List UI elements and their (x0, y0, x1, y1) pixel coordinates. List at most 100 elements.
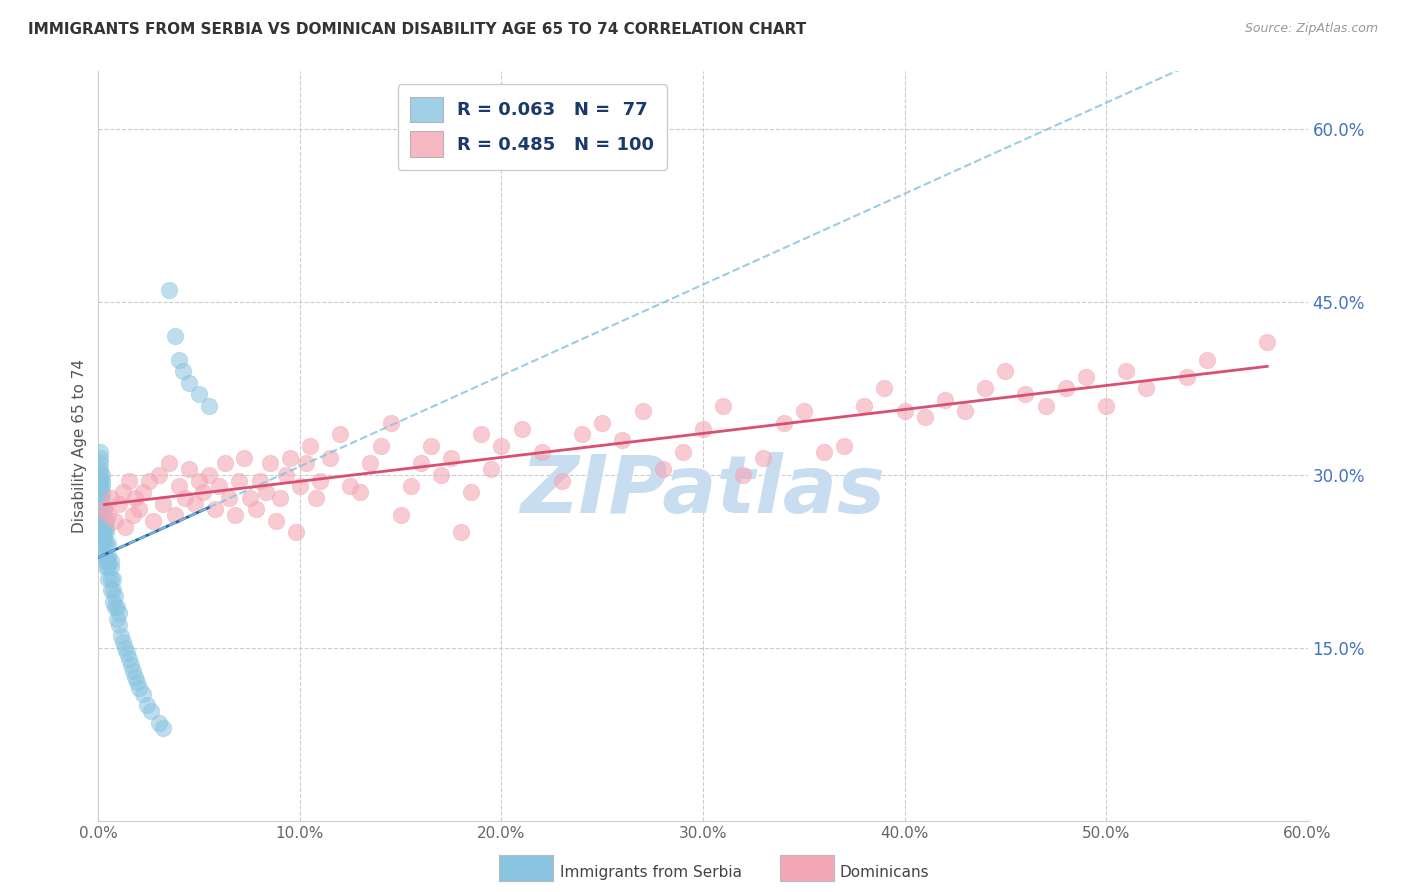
Point (254, 485, 277, 500)
Point (1175, 369, 1198, 384)
Point (103, 514, 125, 528)
Point (100, 554, 122, 568)
Point (105, 600, 128, 615)
Point (91, 514, 114, 528)
Point (142, 514, 165, 528)
Point (1014, 387, 1036, 401)
Point (89, 462, 111, 476)
Point (853, 399, 876, 413)
Point (89, 467, 111, 482)
Point (91, 497, 114, 511)
Point (128, 681, 150, 695)
Point (96, 560, 118, 574)
Point (309, 474, 332, 488)
Point (157, 284, 180, 298)
Point (148, 467, 170, 482)
Point (278, 450, 301, 465)
Point (97, 537, 120, 551)
Point (152, 722, 174, 736)
Point (135, 698, 157, 713)
Point (91, 479, 114, 493)
Point (460, 485, 482, 500)
Point (232, 450, 254, 465)
Point (873, 381, 896, 395)
Text: IMMIGRANTS FROM SERBIA VS DOMINICAN DISABILITY AGE 65 TO 74 CORRELATION CHART: IMMIGRANTS FROM SERBIA VS DOMINICAN DISA… (28, 22, 807, 37)
Point (349, 485, 371, 500)
Point (179, 462, 201, 476)
Point (110, 629, 132, 643)
Point (204, 502, 226, 516)
Point (1256, 335, 1278, 350)
Point (208, 479, 231, 493)
Point (89, 479, 111, 493)
Point (93, 502, 115, 516)
Point (96, 525, 118, 540)
Point (107, 497, 129, 511)
Point (305, 491, 328, 505)
Point (107, 617, 129, 632)
Point (510, 422, 533, 436)
Point (711, 399, 734, 413)
Point (96, 554, 118, 568)
Point (89, 444, 111, 458)
Point (97, 572, 120, 586)
Point (121, 508, 143, 523)
Point (239, 491, 262, 505)
Point (115, 647, 138, 661)
Point (193, 485, 215, 500)
Point (100, 572, 122, 586)
Point (1195, 352, 1218, 367)
Point (167, 479, 190, 493)
Point (339, 479, 361, 493)
Point (399, 479, 422, 493)
Point (470, 427, 492, 442)
Point (974, 381, 997, 395)
Point (672, 444, 695, 458)
Point (97, 508, 120, 523)
Point (481, 462, 503, 476)
Point (551, 474, 574, 488)
Point (380, 416, 402, 430)
Point (571, 427, 593, 442)
Point (228, 474, 250, 488)
Point (96, 549, 118, 563)
Point (288, 479, 311, 493)
Point (1035, 399, 1057, 413)
Point (103, 589, 125, 603)
Point (118, 652, 141, 666)
Point (91, 474, 114, 488)
Point (97, 554, 120, 568)
Point (934, 392, 956, 407)
Point (91, 537, 114, 551)
Point (420, 439, 443, 453)
Point (132, 687, 155, 701)
Point (89, 456, 111, 470)
Point (124, 491, 146, 505)
Point (612, 434, 634, 448)
Point (93, 531, 115, 545)
Point (89, 474, 111, 488)
Point (218, 491, 240, 505)
Point (118, 474, 141, 488)
Point (89, 485, 111, 500)
Point (148, 715, 170, 730)
Point (914, 410, 936, 425)
Point (101, 583, 124, 598)
Point (91, 467, 114, 482)
Point (440, 450, 463, 465)
Point (89, 450, 111, 465)
Point (97, 560, 120, 574)
Point (114, 519, 136, 533)
Point (163, 329, 186, 343)
Point (198, 399, 221, 413)
Point (103, 600, 125, 615)
Point (591, 416, 613, 430)
Point (93, 502, 115, 516)
Point (93, 549, 115, 563)
Point (752, 450, 775, 465)
Point (269, 491, 291, 505)
Point (450, 525, 472, 540)
Point (124, 669, 146, 683)
Point (198, 467, 221, 482)
Point (184, 497, 207, 511)
